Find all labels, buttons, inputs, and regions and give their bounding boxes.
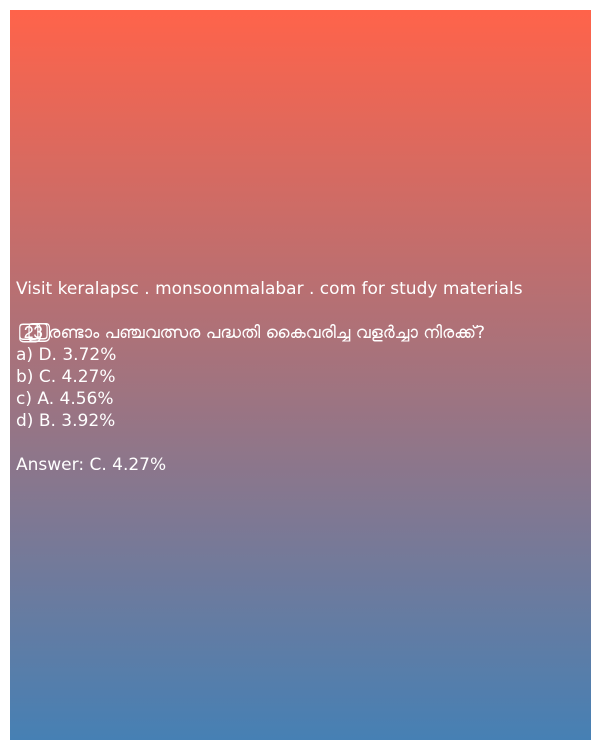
quiz-card: Visit keralapsc . monsoonmalabar . com f… [10, 10, 591, 740]
option-b: b) C. 4.27% [16, 367, 116, 387]
option-d: d) B. 3.92% [16, 411, 116, 431]
option-c: c) A. 4.56% [16, 389, 114, 409]
question-text: 2⃣3⃣ രണ്ടാം പഞ്ചവത്സര പദ്ധതി കൈവരിച്ച വള… [24, 323, 486, 343]
spacer [16, 432, 587, 454]
site-promo-text: Visit keralapsc . monsoonmalabar . com f… [16, 279, 523, 299]
quiz-content: Visit keralapsc . monsoonmalabar . com f… [16, 278, 587, 476]
answer-text: Answer: C. 4.27% [16, 455, 167, 475]
option-a: a) D. 3.72% [16, 345, 117, 365]
